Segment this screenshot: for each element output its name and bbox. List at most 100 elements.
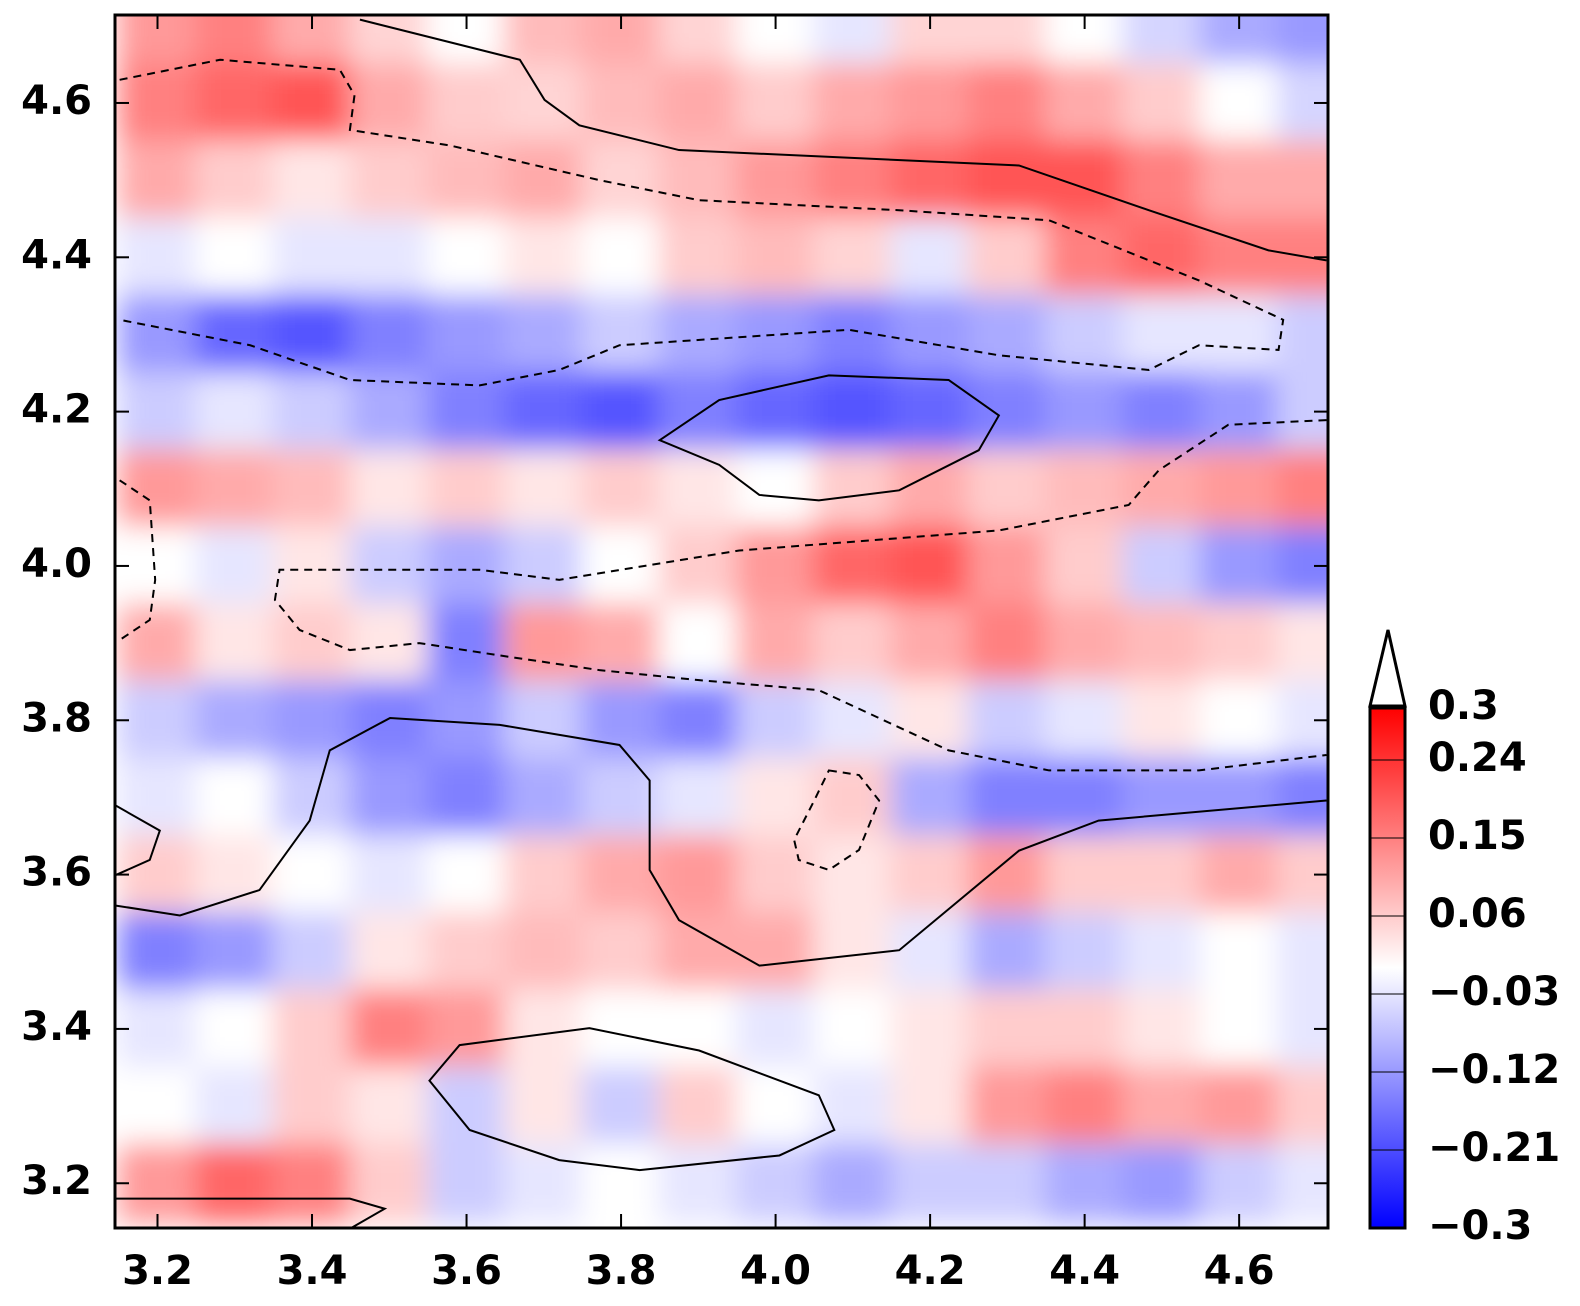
cell <box>1044 63 1125 143</box>
cell <box>813 1143 893 1223</box>
cell <box>426 835 507 915</box>
colorbar-extend <box>1368 629 1407 708</box>
cell <box>272 217 352 297</box>
cell <box>1199 757 1279 838</box>
cell <box>117 1143 198 1223</box>
cell <box>967 294 1047 375</box>
cell <box>504 294 584 375</box>
colorbar-tick-label: 0.15 <box>1428 813 1527 859</box>
cell <box>426 603 507 683</box>
cell <box>967 217 1047 297</box>
cell <box>735 757 816 838</box>
x-tick-label: 4.0 <box>740 1248 811 1294</box>
cell <box>504 1066 584 1146</box>
cell <box>1276 912 1328 992</box>
cell <box>813 449 893 529</box>
y-tick-label: 4.6 <box>21 78 92 124</box>
cell <box>349 912 429 992</box>
cell <box>890 217 970 297</box>
cell <box>504 757 584 838</box>
cell <box>426 1143 507 1223</box>
cell <box>117 835 198 915</box>
cell <box>426 294 507 375</box>
cell <box>1199 449 1279 529</box>
cell <box>117 140 198 220</box>
cell <box>735 603 816 683</box>
cell <box>813 140 893 220</box>
cell <box>1199 912 1279 992</box>
cell <box>1044 526 1125 606</box>
cell <box>658 449 738 529</box>
cell <box>195 140 275 220</box>
cell <box>272 1066 352 1146</box>
cell <box>426 449 507 529</box>
cell <box>504 217 584 297</box>
cell <box>813 1066 893 1146</box>
cell <box>967 449 1047 529</box>
cell <box>890 989 970 1069</box>
cell <box>658 526 738 606</box>
cell <box>581 372 661 452</box>
cell <box>117 372 198 452</box>
cell <box>426 989 507 1069</box>
cell <box>504 372 584 452</box>
cell <box>504 912 584 992</box>
cell <box>1044 449 1125 529</box>
cell <box>1276 294 1328 375</box>
cell <box>426 912 507 992</box>
cell <box>890 372 970 452</box>
cell <box>272 449 352 529</box>
cell <box>1044 217 1125 297</box>
cell <box>195 15 275 66</box>
cell <box>1122 372 1202 452</box>
cell <box>272 912 352 992</box>
cell <box>967 63 1047 143</box>
cell <box>195 449 275 529</box>
cell <box>581 1066 661 1146</box>
cell <box>349 835 429 915</box>
cell <box>1044 989 1125 1069</box>
cell <box>735 526 816 606</box>
cell <box>1276 140 1328 220</box>
cell <box>272 15 352 66</box>
cell <box>195 912 275 992</box>
cell <box>890 63 970 143</box>
cell <box>890 835 970 915</box>
y-tick-label: 3.8 <box>21 695 92 741</box>
cell <box>890 603 970 683</box>
cell <box>813 372 893 452</box>
cell <box>813 526 893 606</box>
cell <box>967 372 1047 452</box>
cell <box>658 835 738 915</box>
cell <box>967 603 1047 683</box>
cell <box>735 15 816 66</box>
cell <box>1044 912 1125 992</box>
cell <box>349 449 429 529</box>
cell <box>1199 63 1279 143</box>
field <box>117 15 1328 1223</box>
y-tick-label: 4.4 <box>21 232 92 278</box>
cell <box>967 526 1047 606</box>
cell <box>1044 372 1125 452</box>
cell <box>1199 680 1279 760</box>
cell <box>658 757 738 838</box>
cell <box>117 912 198 992</box>
cell <box>1044 15 1125 66</box>
cell <box>1044 835 1125 915</box>
y-tick-label: 3.4 <box>21 1004 92 1050</box>
cell <box>581 449 661 529</box>
cell <box>1122 603 1202 683</box>
cell <box>1199 217 1279 297</box>
cell <box>581 835 661 915</box>
cell <box>117 680 198 760</box>
contour-line <box>115 1197 388 1228</box>
cell <box>1276 15 1328 66</box>
cell <box>890 294 970 375</box>
cell <box>581 526 661 606</box>
cell <box>504 1143 584 1223</box>
cell <box>1122 835 1202 915</box>
cell <box>658 603 738 683</box>
cell <box>890 140 970 220</box>
cell <box>581 1143 661 1223</box>
cell <box>1122 63 1202 143</box>
